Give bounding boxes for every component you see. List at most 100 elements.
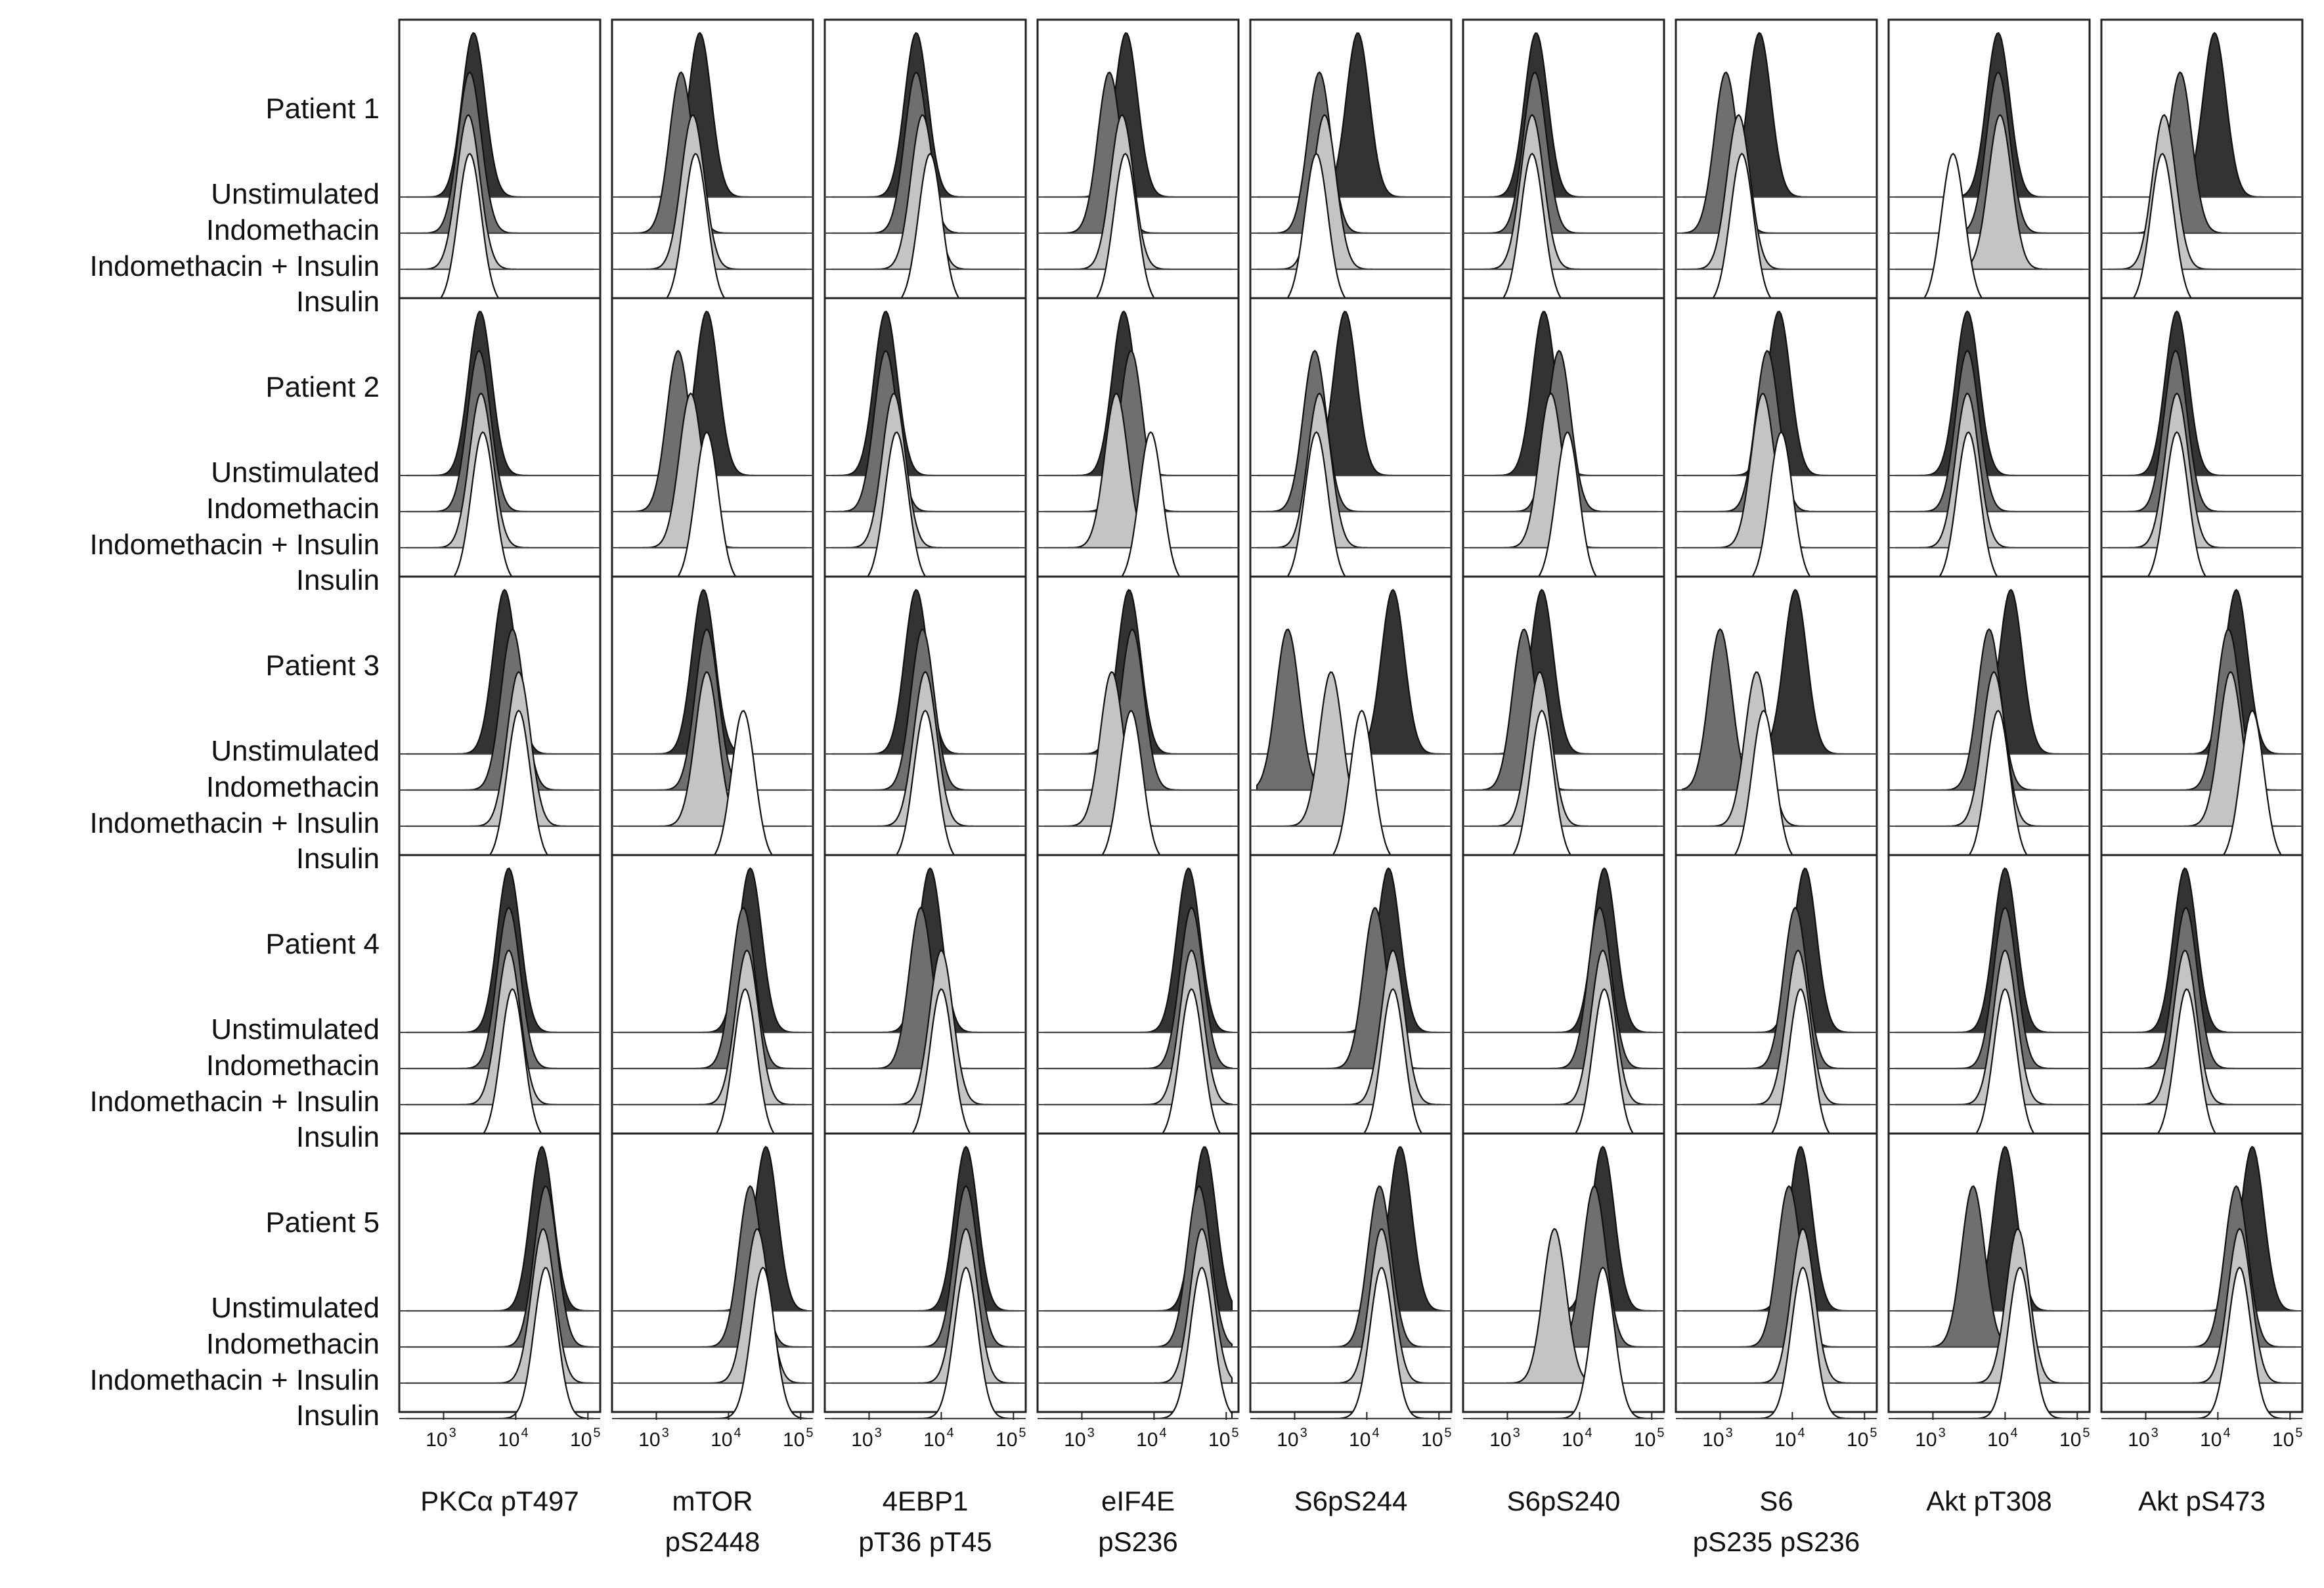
panel-r2-c5 [1249, 297, 1453, 584]
panel-r4-c1 [398, 854, 602, 1141]
x-tick-label: 10 4 [1349, 1426, 1380, 1451]
marker-label: Akt pS473 [2138, 1486, 2266, 1516]
x-tick-label: 10 5 [2059, 1426, 2090, 1451]
x-tick-label: 10 3 [851, 1426, 882, 1451]
condition-label: Unstimulated [211, 1292, 380, 1324]
condition-label: Indomethacin + Insulin [89, 1086, 380, 1118]
condition-label: Insulin [296, 286, 380, 318]
panel-frame [1249, 854, 1453, 1135]
condition-label: Unstimulated [211, 735, 380, 767]
panel-r1-c2 [611, 18, 814, 306]
panel-r3-c9 [2100, 575, 2304, 863]
panel-r4-c2 [611, 854, 814, 1141]
panel-frame [2100, 575, 2304, 856]
x-tick-label: 10 4 [1562, 1426, 1592, 1451]
panel-r2-c2 [611, 297, 814, 584]
panel-r5-c9 [2100, 1132, 2304, 1420]
marker-label: Akt pT308 [1926, 1486, 2051, 1516]
marker-label: S6pS240 [1507, 1486, 1621, 1516]
condition-label: Insulin [296, 564, 380, 596]
panel-r5-c3 [823, 1132, 1027, 1420]
panel-r1-c7 [1675, 18, 1878, 306]
panel-r2-c8 [1887, 297, 2091, 584]
marker-label: S6 [1759, 1486, 1793, 1516]
panel-frame [611, 854, 814, 1135]
x-tick-label: 10 3 [1702, 1426, 1733, 1451]
patient-label: Patient 4 [265, 928, 380, 960]
marker-label-line2: pS235 pS236 [1693, 1526, 1860, 1557]
condition-label: Indomethacin + Insulin [89, 529, 380, 561]
panel-r1-c4 [1036, 18, 1240, 306]
panel-r1-c1 [398, 18, 602, 306]
panel-r5-c2 [611, 1132, 814, 1420]
panel-frame [2100, 297, 2304, 578]
panel-r3-c7 [1675, 575, 1878, 863]
patient-label: Patient 1 [265, 93, 380, 125]
marker-label: S6pS244 [1294, 1486, 1408, 1516]
panel-r5-c8 [1887, 1132, 2091, 1420]
x-tick-label: 10 4 [498, 1426, 529, 1451]
panel-r3-c3 [823, 575, 1027, 863]
panel-r2-c7 [1675, 297, 1878, 584]
panel-frame [398, 18, 602, 299]
condition-label: Unstimulated [211, 1013, 380, 1046]
panel-r4-c7 [1675, 854, 1878, 1141]
panel-r3-c4 [1036, 575, 1240, 863]
panel-r5-c1 [398, 1132, 602, 1420]
x-tick-label: 10 3 [1915, 1426, 1946, 1451]
panel-r5-c4 [1036, 1132, 1240, 1420]
x-tick-label: 10 3 [2128, 1426, 2159, 1451]
condition-label: Unstimulated [211, 178, 380, 210]
panel-frame [398, 1132, 602, 1413]
x-tick-label: 10 5 [1634, 1426, 1665, 1451]
panel-r2-c1 [398, 297, 602, 584]
condition-label: Insulin [296, 843, 380, 875]
panel-r3-c8 [1887, 575, 2091, 863]
x-tick-label: 10 5 [2272, 1426, 2303, 1451]
x-tick-label: 10 5 [1847, 1426, 1877, 1451]
panel-r3-c6 [1462, 575, 1665, 863]
x-tick-label: 10 4 [1987, 1426, 2018, 1451]
condition-label: Indomethacin [206, 1328, 380, 1360]
x-tick-label: 10 5 [1421, 1426, 1452, 1451]
x-tick-label: 10 5 [570, 1426, 601, 1451]
marker-label: eIF4E [1101, 1486, 1175, 1516]
panel-frame [1462, 18, 1665, 299]
panel-r4-c3 [823, 854, 1027, 1141]
panel-r2-c9 [2100, 297, 2304, 584]
x-tick-label: 10 3 [426, 1426, 456, 1451]
panel-r5-c7 [1675, 1132, 1878, 1420]
panel-r4-c9 [2100, 854, 2304, 1141]
condition-label: Indomethacin [206, 493, 380, 525]
panel-r4-c4 [1036, 854, 1240, 1141]
marker-label-line2: pS2448 [665, 1526, 760, 1557]
panel-r4-c8 [1887, 854, 2091, 1141]
x-tick-label: 10 4 [923, 1426, 954, 1451]
panel-r2-c6 [1462, 297, 1665, 584]
x-tick-label: 10 4 [711, 1426, 741, 1451]
x-tick-label: 10 5 [783, 1426, 814, 1451]
x-tick-label: 10 5 [1208, 1426, 1239, 1451]
x-tick-label: 10 4 [1774, 1426, 1805, 1451]
panel-r3-c5 [1249, 575, 1453, 863]
panel-frame [823, 1132, 1027, 1413]
marker-label: mTOR [672, 1486, 753, 1516]
x-tick-label: 10 3 [1064, 1426, 1095, 1451]
marker-label: PKCα pT497 [420, 1486, 579, 1516]
condition-label: Indomethacin [206, 771, 380, 803]
panel-r2-c3 [823, 297, 1027, 584]
x-tick-label: 10 5 [996, 1426, 1026, 1451]
panel-r3-c1 [398, 575, 602, 863]
panel-r5-c5 [1249, 1132, 1453, 1420]
panel-r2-c4 [1036, 297, 1240, 584]
panel-r3-c2 [611, 575, 814, 863]
condition-label: Insulin [296, 1121, 380, 1153]
condition-label: Indomethacin + Insulin [89, 1364, 380, 1396]
patient-label: Patient 3 [265, 650, 380, 682]
panel-frame [1249, 1132, 1453, 1413]
marker-label-line2: pT36 pT45 [858, 1526, 992, 1557]
condition-label: Indomethacin + Insulin [89, 807, 380, 839]
x-tick-label: 10 4 [2200, 1426, 2231, 1451]
x-tick-label: 10 3 [638, 1426, 669, 1451]
